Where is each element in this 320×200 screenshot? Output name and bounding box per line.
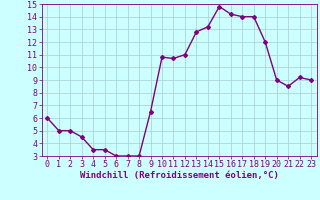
X-axis label: Windchill (Refroidissement éolien,°C): Windchill (Refroidissement éolien,°C)	[80, 171, 279, 180]
